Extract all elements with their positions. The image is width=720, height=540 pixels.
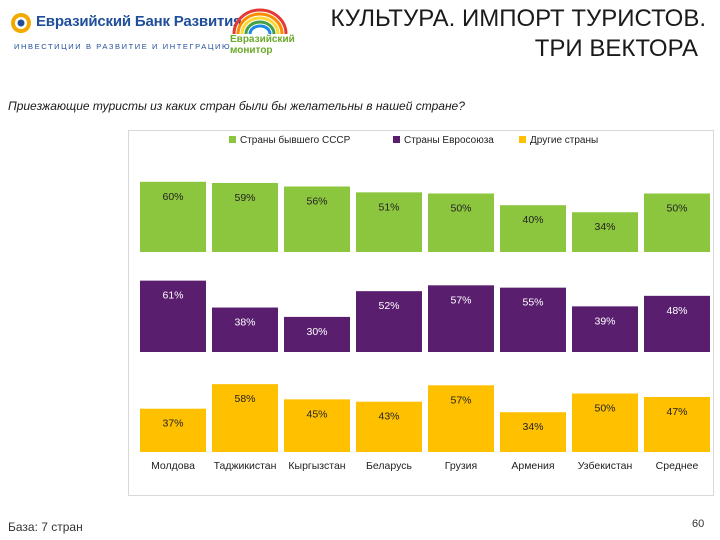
data-label-s2-8: 48% xyxy=(666,305,687,317)
bar-s1-3 xyxy=(284,186,350,252)
legend-label-3: Другие страны xyxy=(530,135,598,146)
bar-s1-7 xyxy=(572,212,638,252)
bank-name: Евразийский Банк Развития xyxy=(36,13,242,30)
rainbow-arc-icon xyxy=(232,8,288,35)
data-label-s2-6: 55% xyxy=(522,297,543,309)
bank-logo: Евразийский Банк Развития ИНВЕСТИЦИИ В Р… xyxy=(10,10,242,52)
bar-s1-6 xyxy=(500,205,566,252)
bar-s3-5 xyxy=(428,385,494,452)
data-label-s3-6: 34% xyxy=(522,421,543,433)
bar-s2-5 xyxy=(428,285,494,352)
bar-s2-2 xyxy=(212,307,278,352)
category-label-1: Молдова xyxy=(151,460,195,472)
category-label-7: Узбекистан xyxy=(578,460,633,472)
data-label-s1-4: 51% xyxy=(378,201,399,213)
data-label-s3-1: 37% xyxy=(162,418,183,430)
bar-s1-2 xyxy=(212,182,278,252)
bar-s2-4 xyxy=(356,291,422,352)
category-label-4: Беларусь xyxy=(366,460,412,472)
data-label-s1-7: 34% xyxy=(594,221,615,233)
data-label-s1-5: 50% xyxy=(450,203,471,215)
monitor-name-line1: Евразийский xyxy=(230,34,295,45)
page-number: 60 xyxy=(692,518,705,530)
data-label-s3-2: 58% xyxy=(234,393,255,405)
page-title-line2: ТРИ ВЕКТОРА xyxy=(534,35,698,62)
bar-s3-4 xyxy=(356,401,422,452)
bar-s3-2 xyxy=(212,384,278,452)
data-label-s3-8: 47% xyxy=(666,406,687,418)
category-label-8: Среднее xyxy=(656,460,699,472)
legend-swatch-2 xyxy=(393,136,400,143)
page-title-line1: КУЛЬТУРА. ИМПОРТ ТУРИСТОВ. xyxy=(330,5,707,32)
data-label-s2-7: 39% xyxy=(594,315,615,327)
category-label-2: Таджикистан xyxy=(214,460,277,472)
legend-label-2: Страны Евросоюза xyxy=(404,135,494,146)
legend-label-1: Страны бывшего СССР xyxy=(240,134,351,146)
bank-tagline: ИНВЕСТИЦИИ В РАЗВИТИЕ И ИНТЕГРАЦИЮ xyxy=(14,42,232,51)
data-label-s3-5: 57% xyxy=(450,394,471,406)
data-label-s1-1: 60% xyxy=(162,191,183,203)
bar-s2-7 xyxy=(572,306,638,352)
bar-s3-8 xyxy=(644,397,710,452)
category-label-6: Армения xyxy=(511,460,554,472)
page-title: КУЛЬТУРА. ИМПОРТ ТУРИСТОВ. ТРИ ВЕКТОРА xyxy=(331,4,707,64)
data-label-s3-4: 43% xyxy=(378,411,399,423)
bar-s3-1 xyxy=(140,408,206,452)
footer-base: База: 7 стран xyxy=(8,520,83,534)
data-label-s2-4: 52% xyxy=(378,300,399,312)
category-label-5: Грузия xyxy=(445,460,477,472)
data-label-s1-8: 50% xyxy=(666,203,687,215)
bar-s1-4 xyxy=(356,192,422,252)
bar-s1-1 xyxy=(140,181,206,252)
legend-swatch-1 xyxy=(229,136,236,143)
data-label-s2-3: 30% xyxy=(306,326,327,338)
data-label-s2-2: 38% xyxy=(234,317,255,329)
bar-s3-6 xyxy=(500,412,566,452)
bar-chart: Страны бывшего СССР Страны Евросоюза Други… xyxy=(140,134,710,472)
bar-s1-8 xyxy=(644,193,710,252)
data-label-s2-5: 57% xyxy=(450,294,471,306)
data-label-s1-3: 56% xyxy=(306,195,327,207)
bar-s3-3 xyxy=(284,399,350,452)
data-label-s2-1: 61% xyxy=(162,290,183,302)
survey-question: Приезжающие туристы из каких стран были … xyxy=(8,99,465,113)
data-label-s1-2: 59% xyxy=(234,192,255,204)
data-label-s3-3: 45% xyxy=(306,408,327,420)
chart-frame: Страны бывшего СССР Страны Евросоюза Други… xyxy=(128,130,714,496)
bar-s2-6 xyxy=(500,287,566,352)
bar-s2-1 xyxy=(140,280,206,352)
data-label-s3-7: 50% xyxy=(594,403,615,415)
bank-emblem-icon xyxy=(11,13,31,33)
data-label-s1-6: 40% xyxy=(522,214,543,226)
bar-s3-7 xyxy=(572,393,638,452)
bar-s2-8 xyxy=(644,295,710,352)
monitor-logo: Евразийский монитор xyxy=(228,8,318,56)
bar-s2-3 xyxy=(284,316,350,352)
bar-s1-5 xyxy=(428,193,494,252)
category-label-3: Кыргызстан xyxy=(288,460,345,472)
legend-swatch-3 xyxy=(519,136,526,143)
monitor-name-line2: монитор xyxy=(230,45,273,56)
